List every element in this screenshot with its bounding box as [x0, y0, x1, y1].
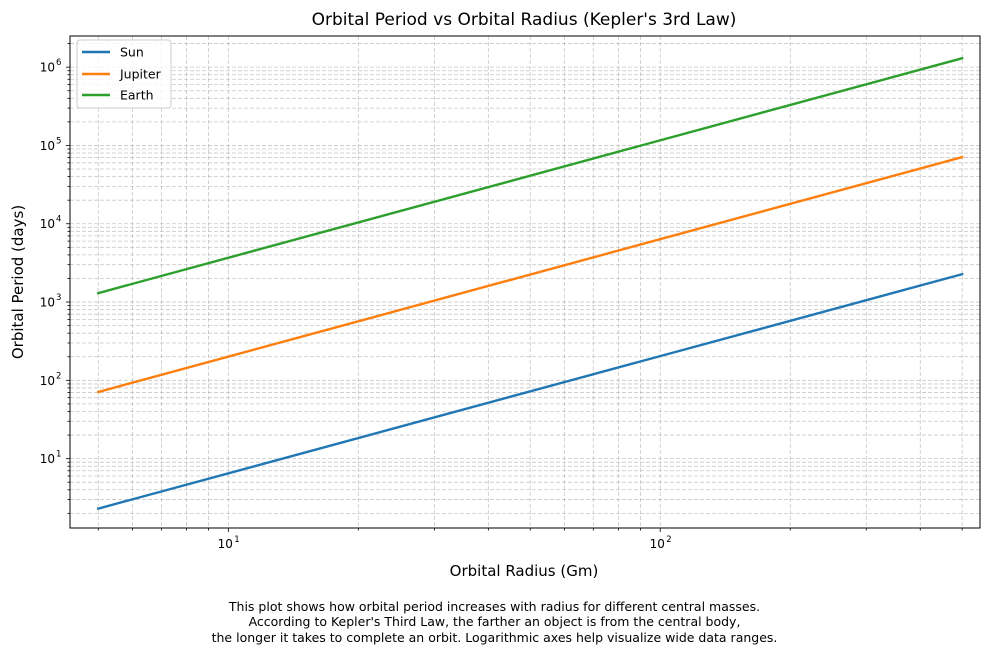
y-tick-label: 10: [40, 139, 55, 153]
y-tick-label: 10: [40, 374, 55, 388]
caption-line: This plot shows how orbital period incre…: [228, 599, 761, 614]
legend-entry-sun: Sun: [82, 45, 144, 60]
series-lines: [96, 56, 964, 511]
series-line-sun: [96, 272, 964, 511]
series-line-jupiter: [96, 155, 964, 394]
y-tick-label: 10: [40, 217, 55, 231]
chart-caption: This plot shows how orbital period incre…: [0, 599, 989, 645]
grid: [70, 36, 980, 528]
legend-label-sun: Sun: [120, 45, 144, 60]
caption-line: the longer it takes to complete an orbit…: [211, 629, 778, 645]
legend-entry-jupiter: Jupiter: [82, 67, 162, 82]
legend-label-jupiter: Jupiter: [119, 67, 162, 82]
y-tick-label: 10: [40, 61, 55, 75]
x-tick-label-exponent: 1: [234, 535, 239, 545]
series-line-earth: [96, 56, 964, 295]
legend: Sun Jupiter Earth: [76, 39, 172, 109]
legend-label-earth: Earth: [120, 88, 154, 103]
x-axis-label: Orbital Radius (Gm): [450, 562, 599, 580]
x-tick-label-exponent: 2: [666, 535, 671, 545]
y-tick-label-exponent: 5: [56, 136, 61, 146]
chart-title: Orbital Period vs Orbital Radius (Kepler…: [312, 10, 737, 30]
y-tick-label-exponent: 2: [56, 371, 61, 381]
y-tick-label-exponent: 4: [56, 215, 61, 225]
y-tick-label-exponent: 1: [56, 450, 61, 460]
x-tick-label: 10: [218, 537, 233, 551]
y-tick-label: 10: [40, 296, 55, 310]
plot-area: [69, 35, 981, 529]
y-tick-label: 10: [40, 452, 55, 466]
axis-ticks: 10 1 10 210 110 210 310 410 510 6: [40, 43, 963, 551]
caption-line: According to Kepler's Third Law, the far…: [248, 614, 741, 630]
legend-entry-earth: Earth: [82, 88, 154, 103]
chart: Orbital Period vs Orbital Radius (Kepler…: [9, 10, 981, 580]
y-tick-label-exponent: 3: [56, 293, 61, 303]
y-axis-label: Orbital Period (days): [9, 205, 27, 359]
x-tick-label: 10: [650, 537, 665, 551]
y-tick-label-exponent: 6: [56, 58, 61, 68]
legend-box: [76, 39, 172, 109]
